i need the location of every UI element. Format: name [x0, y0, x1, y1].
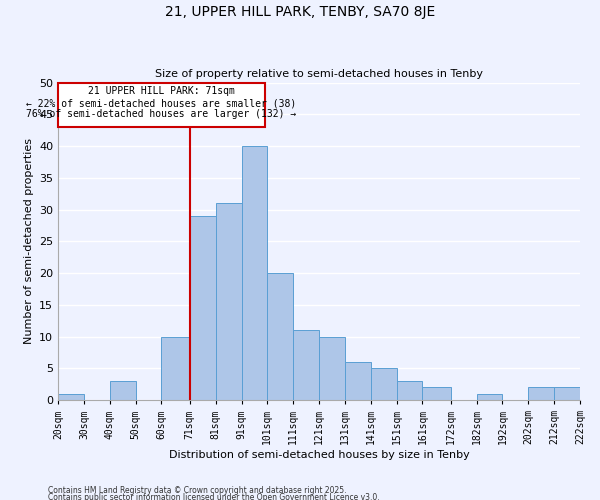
- Bar: [397, 381, 422, 400]
- Bar: [476, 394, 502, 400]
- Text: Contains public sector information licensed under the Open Government Licence v3: Contains public sector information licen…: [48, 494, 380, 500]
- Bar: [554, 388, 580, 400]
- Bar: [242, 146, 268, 400]
- Bar: [190, 216, 215, 400]
- Bar: [215, 203, 242, 400]
- Text: 76% of semi-detached houses are larger (132) →: 76% of semi-detached houses are larger (…: [26, 109, 296, 119]
- Text: 21, UPPER HILL PARK, TENBY, SA70 8JE: 21, UPPER HILL PARK, TENBY, SA70 8JE: [165, 5, 435, 19]
- Text: ← 22% of semi-detached houses are smaller (38): ← 22% of semi-detached houses are smalle…: [26, 98, 296, 108]
- Bar: [161, 336, 190, 400]
- Bar: [293, 330, 319, 400]
- Bar: [422, 388, 451, 400]
- Bar: [529, 388, 554, 400]
- FancyBboxPatch shape: [58, 82, 265, 127]
- Bar: [371, 368, 397, 400]
- Bar: [268, 273, 293, 400]
- X-axis label: Distribution of semi-detached houses by size in Tenby: Distribution of semi-detached houses by …: [169, 450, 469, 460]
- Text: 21 UPPER HILL PARK: 71sqm: 21 UPPER HILL PARK: 71sqm: [88, 86, 235, 96]
- Bar: [319, 336, 345, 400]
- Title: Size of property relative to semi-detached houses in Tenby: Size of property relative to semi-detach…: [155, 69, 483, 79]
- Bar: [345, 362, 371, 400]
- Bar: [580, 394, 600, 400]
- Bar: [110, 381, 136, 400]
- Text: Contains HM Land Registry data © Crown copyright and database right 2025.: Contains HM Land Registry data © Crown c…: [48, 486, 347, 495]
- Bar: [58, 394, 84, 400]
- Y-axis label: Number of semi-detached properties: Number of semi-detached properties: [23, 138, 34, 344]
